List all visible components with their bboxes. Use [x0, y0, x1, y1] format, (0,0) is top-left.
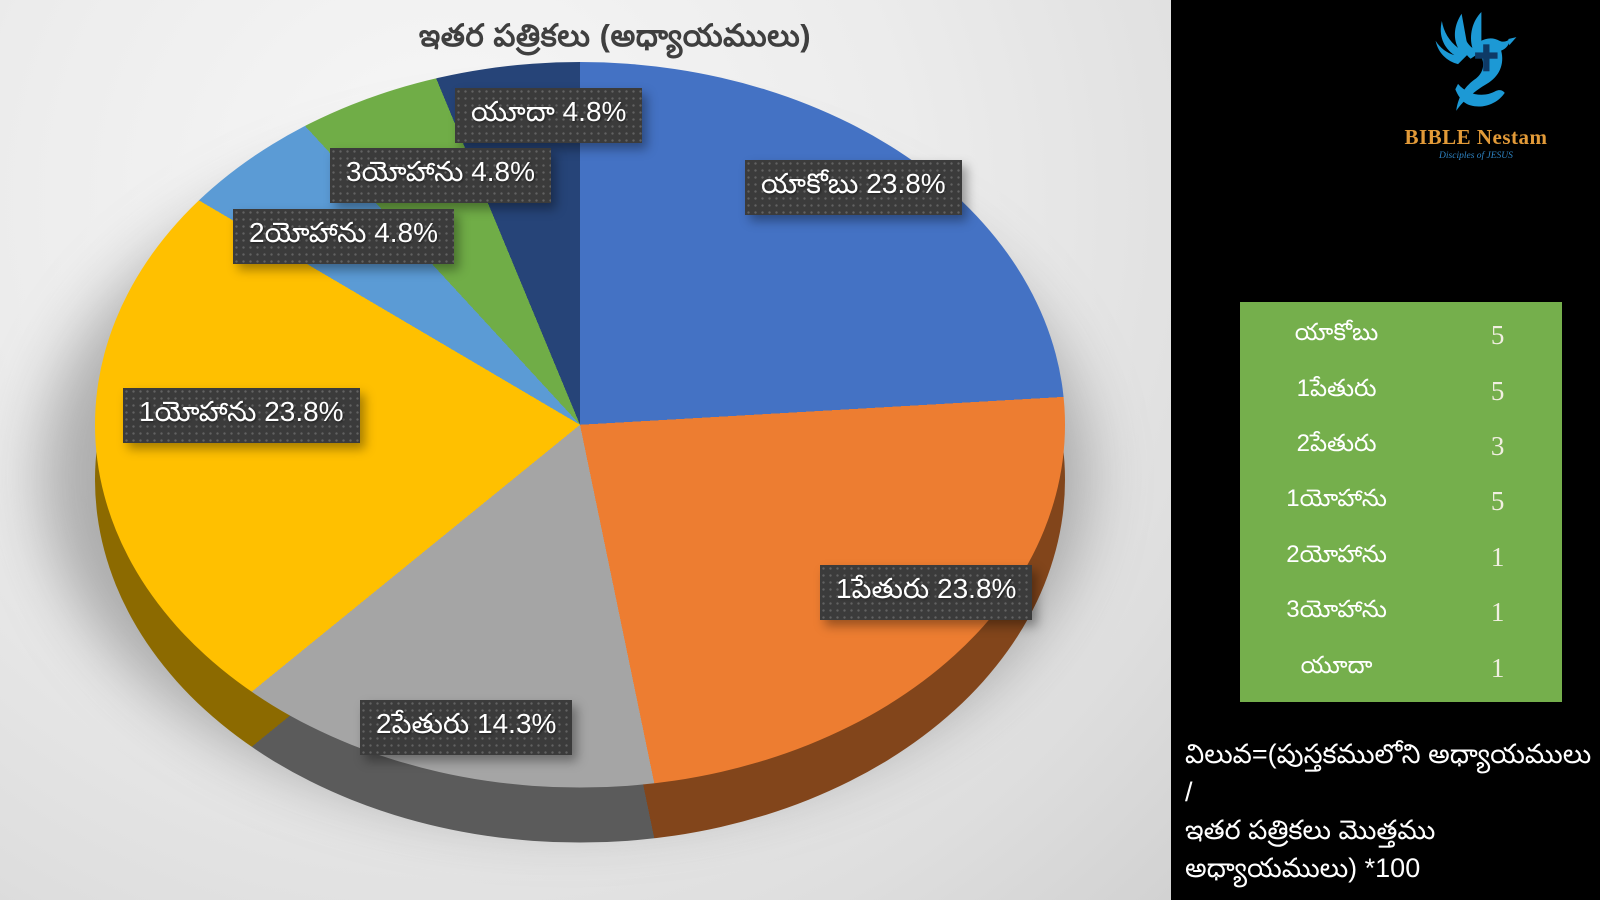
table-row-2john: 2యోహాను 1 — [1240, 541, 1562, 574]
table-row-label: యూదా — [1300, 651, 1373, 679]
table-row-1john: 1యోహాను 5 — [1240, 485, 1562, 518]
formula-line-1: విలువ=(పుస్తకములోని అధ్యాయములు / — [1185, 739, 1592, 807]
table-row-jude: యూదా 1 — [1240, 652, 1562, 685]
chapters-table: యాకోబు 5 1పేతురు 5 2పేతురు 3 1యోహాను 5 2… — [1240, 302, 1562, 702]
pie-label-1john: 1యోహాను 23.8% — [123, 388, 360, 443]
table-row-value: 5 — [1490, 375, 1505, 406]
logo: BIBLE Nestam Disciples of JESUS — [1366, 12, 1586, 161]
table-row-value: 1 — [1490, 541, 1505, 572]
table-row-label: 3యోహాను — [1286, 596, 1387, 624]
table-row-value: 1 — [1490, 597, 1505, 628]
table-row-value: 3 — [1490, 431, 1505, 462]
table-row-1peter: 1పేతురు 5 — [1240, 375, 1562, 408]
pie-label-2peter: 2పేతురు 14.3% — [360, 700, 573, 755]
table-row-james: యాకోబు 5 — [1240, 319, 1562, 352]
formula-line-2: ఇతర పత్రికలు మొత్తము — [1185, 815, 1436, 845]
dove-cross-hand-icon — [1435, 12, 1517, 111]
pie-label-james: యాకోబు 23.8% — [745, 160, 962, 215]
pie-label-1peter: 1పేతురు 23.8% — [820, 565, 1033, 620]
chart-panel: ఇతర పత్రికలు (అధ్యాయములు) యూదా 4.8% 3యోహ… — [0, 0, 1171, 900]
chart-title: ఇతర పత్రికలు (అధ్యాయములు) — [418, 18, 812, 53]
sidebar: BIBLE Nestam Disciples of JESUS యాకోబు 5… — [1171, 0, 1600, 900]
pie-label-jude: యూదా 4.8% — [455, 88, 643, 143]
table-row-label: 1పేతురు — [1296, 374, 1377, 402]
table-row-label: 1యోహాను — [1286, 485, 1387, 513]
table-row-value: 1 — [1490, 652, 1505, 683]
pie-label-2john: 2యోహాను 4.8% — [233, 209, 455, 264]
table-row-value: 5 — [1490, 486, 1505, 517]
formula-note: విలువ=(పుస్తకములోని అధ్యాయములు / ఇతర పత్… — [1185, 735, 1593, 887]
logo-subtitle: Disciples of JESUS — [1439, 151, 1513, 161]
logo-title: BIBLE Nestam — [1404, 125, 1548, 149]
table-row-label: యాకోబు — [1294, 319, 1379, 347]
table-row-label: 2యోహాను — [1286, 540, 1387, 568]
pie-label-3john: 3యోహాను 4.8% — [330, 148, 552, 203]
table-row-value: 5 — [1490, 320, 1505, 351]
table-row-3john: 3యోహాను 1 — [1240, 596, 1562, 629]
table-row-label: 2పేతురు — [1296, 430, 1377, 458]
formula-line-3: అధ్యాయములు) *100 — [1185, 853, 1421, 883]
table-row-2peter: 2పేతురు 3 — [1240, 430, 1562, 463]
